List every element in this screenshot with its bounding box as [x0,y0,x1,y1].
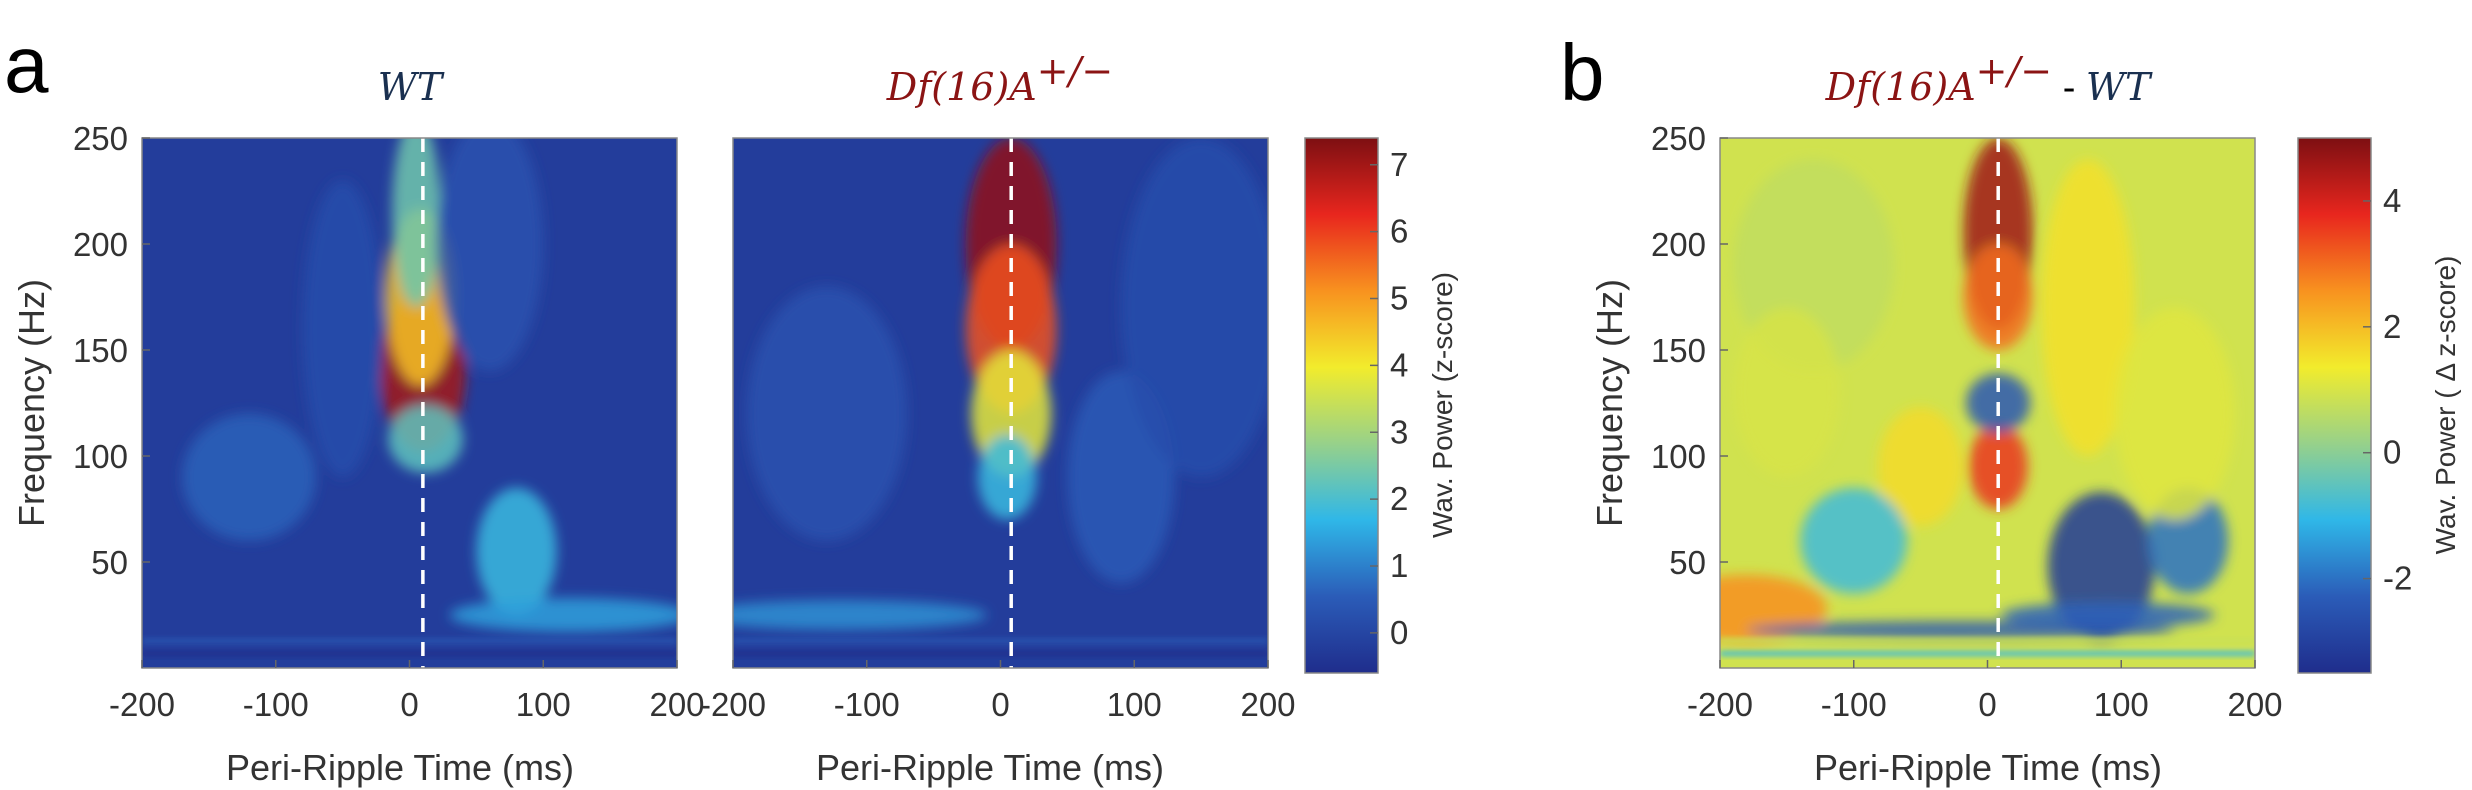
x-tick-label: -100 [1821,686,1887,723]
y-tick-label: 200 [1651,226,1706,263]
heatmap-field [733,138,1268,630]
heatmap-wt [142,138,677,668]
x-tick-label: 200 [2227,686,2282,723]
heatmap-blob [746,286,907,541]
y-tick-label: 150 [1651,332,1706,369]
title-diff: Df(16)A+/− - WT [1825,49,2153,109]
colorbar-tick-label: 2 [2383,308,2401,345]
colorbar-tick-label: 4 [1390,346,1408,383]
y-tick-label: 100 [73,438,128,475]
x-tick-label: 0 [1978,686,1996,723]
colorbar-zscore-label: Wav. Power (z-score) [1427,272,1458,538]
panel-letter-a: a [4,20,49,109]
x-tick-label: -100 [243,686,309,723]
title-df-base: Df(16)A [886,65,1037,109]
title-diff-df-sup: +/− [1976,49,2052,93]
heatmap-blob [436,138,544,372]
x-tick-label: 100 [2094,686,2149,723]
heatmap-blob [388,405,463,473]
heatmap-blob [1733,307,1841,478]
heatmap-df16a [733,138,1268,668]
x-tick-label: 0 [400,686,418,723]
x-tick-label: 200 [1240,686,1295,723]
heatmap-blob [733,600,988,630]
colorbar-tick-label: 3 [1390,413,1408,450]
heatmap-band [142,638,677,644]
xlabel-difference: Peri-Ripple Time (ms) [1814,747,2162,788]
title-df-sup: +/− [1037,49,1113,93]
colorbar-zscore [1305,138,1378,673]
y-tick-label: 250 [73,120,128,157]
heatmap-blob [476,487,557,615]
title-diff-sep: - [2052,67,2086,109]
x-tick-label: 0 [991,686,1009,723]
colorbar-tick-label: -2 [2383,560,2412,597]
x-tick-label: 200 [649,686,704,723]
y-tick-label: 200 [73,226,128,263]
heatmap-lowfreq-band [733,638,1268,657]
panel-letter-b: b [1560,28,1605,117]
colorbar-tick-label: 6 [1390,213,1408,250]
heatmap-blob [182,413,316,541]
xlabel-wt: Peri-Ripple Time (ms) [226,747,574,788]
x-tick-label: 100 [516,686,571,723]
heatmap-lowfreq-band [142,638,677,657]
title-wt: WT [378,65,445,109]
heatmap-field [1720,138,2235,643]
colorbar-tick-label: 0 [2383,434,2401,471]
y-tick-label: 150 [73,332,128,369]
heatmap-blob [1968,424,2028,509]
colorbar-tick-label: 1 [1390,547,1408,584]
heatmap-band [733,638,1268,644]
x-tick-label: -200 [1687,686,1753,723]
colorbar-tick-label: 2 [1390,480,1408,517]
x-tick-label: 100 [1107,686,1162,723]
colorbar-tick-label: 0 [1390,614,1408,651]
heatmap-band [142,651,677,657]
colorbar-delta [2298,138,2371,673]
heatmap-lowfreq-band [1720,638,2255,657]
y-tick-label: 50 [91,544,128,581]
heatmap-blob [2114,307,2235,520]
y-tick-label: 100 [1651,438,1706,475]
title-diff-wt: WT [2086,65,2153,109]
y-tick-label: 50 [1669,544,1706,581]
ylabel-wt: Frequency (Hz) [11,279,52,527]
heatmap-blob [449,598,677,632]
heatmap-band [1720,638,2255,644]
heatmap-blob [1120,138,1268,478]
heatmap-blob [2041,159,2135,456]
heatmap-blob [1800,487,1908,594]
heatmap-blob [392,138,441,308]
colorbar-tick-label: 4 [2383,182,2401,219]
x-tick-label: -200 [109,686,175,723]
ylabel-difference: Frequency (Hz) [1589,279,1630,527]
title-df: Df(16)A+/− [886,49,1113,109]
x-tick-label: -100 [834,686,900,723]
heatmap-blob [1746,621,2175,639]
heatmap-blob [1963,244,2033,350]
heatmap-field [182,138,677,632]
x-tick-label: -200 [700,686,766,723]
heatmap-blob [1877,407,1964,526]
colorbar-tick-label: 5 [1390,280,1408,317]
heatmap-difference [1720,138,2255,668]
y-tick-label: 250 [1651,120,1706,157]
heatmap-blob [977,434,1037,520]
heatmap-band [733,651,1268,657]
colorbar-tick-label: 7 [1390,146,1408,183]
xlabel-df16a: Peri-Ripple Time (ms) [816,747,1164,788]
colorbar-zscore-frame [1304,137,1379,674]
heatmap-blob [302,180,383,478]
heatmap-blob [2000,602,2215,628]
heatmap-band [1720,651,2255,657]
colorbar-delta-label: Wav. Power ( Δ z-score) [2430,256,2461,555]
colorbar-delta-frame [2297,137,2372,674]
title-diff-df-base: Df(16)A [1825,65,1976,109]
